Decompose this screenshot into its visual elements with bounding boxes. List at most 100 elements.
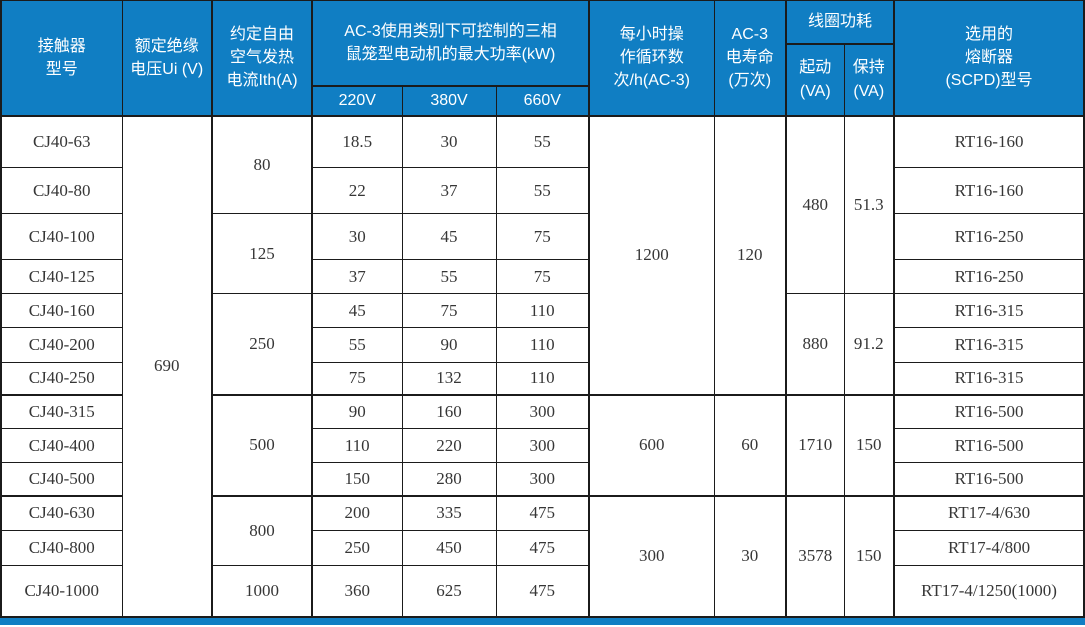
cell-power-380: 75 <box>401 293 497 328</box>
cell-power-220: 18.5 <box>311 115 403 168</box>
cell-fuse: RT16-160 <box>893 115 1085 168</box>
table-row: CJ40-400 110 220 300 RT16-500 <box>0 428 1085 463</box>
cell-fuse: RT16-315 <box>893 293 1085 328</box>
cell-model: CJ40-315 <box>0 394 123 429</box>
header-fuse: 选用的 熔断器 (SCPD)型号 <box>893 0 1085 117</box>
cell-model: CJ40-80 <box>0 167 123 214</box>
cell-power-660: 55 <box>495 167 590 214</box>
cell-power-220: 250 <box>311 530 403 566</box>
cell-power-660: 300 <box>495 394 590 429</box>
cell-fuse: RT16-500 <box>893 462 1085 497</box>
header-insulation-voltage: 额定绝缘 电压Ui (V) <box>121 0 213 117</box>
cell-fuse: RT16-315 <box>893 327 1085 363</box>
cell-model: CJ40-125 <box>0 259 123 294</box>
header-model: 接触器 型号 <box>0 0 123 117</box>
cell-power-220: 150 <box>311 462 403 497</box>
cell-thermal-current: 80 <box>211 115 313 214</box>
cell-power-380: 55 <box>401 259 497 294</box>
cell-fuse: RT17-4/800 <box>893 530 1085 566</box>
cell-model: CJ40-500 <box>0 462 123 497</box>
cell-power-660: 300 <box>495 462 590 497</box>
cell-power-220: 45 <box>311 293 403 328</box>
cell-coil-hold: 150 <box>843 495 895 617</box>
header-coil-group: 线圈功耗 <box>785 0 895 45</box>
cell-power-660: 110 <box>495 293 590 328</box>
cell-power-380: 160 <box>401 394 497 429</box>
cell-power-380: 220 <box>401 428 497 463</box>
cell-coil-start: 3578 <box>785 495 845 617</box>
cell-electrical-life: 120 <box>713 115 787 396</box>
header-380v: 380V <box>401 85 497 117</box>
cell-model: CJ40-200 <box>0 327 123 363</box>
cell-fuse: RT16-500 <box>893 394 1085 429</box>
cell-power-380: 90 <box>401 327 497 363</box>
table-row: CJ40-1000 1000 360 625 475 RT17-4/1250(1… <box>0 565 1085 617</box>
cell-power-220: 55 <box>311 327 403 363</box>
table-row: CJ40-80 22 37 55 RT16-160 <box>0 167 1085 214</box>
table-row: CJ40-630 800 200 335 475 300 30 3578 150… <box>0 495 1085 617</box>
cell-power-380: 45 <box>401 213 497 260</box>
cell-power-380: 280 <box>401 462 497 497</box>
cell-fuse: RT16-250 <box>893 213 1085 260</box>
cell-power-220: 75 <box>311 362 403 396</box>
cell-insulation-voltage: 690 <box>121 115 213 617</box>
table-body: CJ40-63 690 80 18.5 30 55 1200 120 480 5… <box>0 115 1085 617</box>
cell-power-660: 475 <box>495 565 590 617</box>
cell-model: CJ40-630 <box>0 495 123 531</box>
bottom-blue-strip <box>0 617 1085 625</box>
cell-power-220: 22 <box>311 167 403 214</box>
table-header: 接触器 型号 额定绝缘 电压Ui (V) 约定自由 空气发热 电流Ith(A) … <box>0 0 1085 117</box>
cell-model: CJ40-160 <box>0 293 123 328</box>
cell-power-660: 75 <box>495 213 590 260</box>
cell-coil-hold: 150 <box>843 394 895 497</box>
cell-power-660: 110 <box>495 362 590 396</box>
cell-fuse: RT17-4/630 <box>893 495 1085 531</box>
cell-coil-start: 1710 <box>785 394 845 497</box>
cell-power-220: 30 <box>311 213 403 260</box>
cell-power-380: 132 <box>401 362 497 396</box>
cell-model: CJ40-100 <box>0 213 123 260</box>
cell-electrical-life: 30 <box>713 495 787 617</box>
header-660v: 660V <box>495 85 590 117</box>
header-power-group: AC-3使用类别下可控制的三相 鼠笼型电动机的最大功率(kW) <box>310 0 590 87</box>
cell-fuse: RT16-250 <box>893 259 1085 294</box>
cell-thermal-current: 250 <box>211 293 313 396</box>
cell-thermal-current: 500 <box>211 394 313 497</box>
header-220v: 220V <box>311 85 403 117</box>
table-row: CJ40-160 250 45 75 110 880 91.2 RT16-315 <box>0 293 1085 396</box>
cell-power-660: 55 <box>495 115 590 168</box>
table-row: CJ40-63 690 80 18.5 30 55 1200 120 480 5… <box>0 115 1085 617</box>
table-row: CJ40-125 37 55 75 RT16-250 <box>0 259 1085 294</box>
cell-thermal-current: 800 <box>211 495 313 566</box>
cell-model: CJ40-400 <box>0 428 123 463</box>
cell-model: CJ40-800 <box>0 530 123 566</box>
cell-coil-start: 480 <box>785 115 845 294</box>
cell-power-660: 300 <box>495 428 590 463</box>
cell-model: CJ40-63 <box>0 115 123 168</box>
header-coil-start: 起动 (VA) <box>785 43 845 117</box>
header-electrical-life: AC-3 电寿命 (万次) <box>713 0 787 117</box>
table-row: CJ40-100 125 30 45 75 RT16-250 <box>0 213 1085 294</box>
table-row: CJ40-500 150 280 300 RT16-500 <box>0 462 1085 497</box>
cell-power-380: 335 <box>401 495 497 531</box>
cell-coil-start: 880 <box>785 293 845 396</box>
header-coil-hold: 保持 (VA) <box>843 43 895 117</box>
cell-cycles: 1200 <box>588 115 715 396</box>
table-row: CJ40-200 55 90 110 RT16-315 <box>0 327 1085 363</box>
cell-power-220: 90 <box>311 394 403 429</box>
cell-cycles: 600 <box>588 394 715 497</box>
cell-power-380: 37 <box>401 167 497 214</box>
cell-power-660: 475 <box>495 530 590 566</box>
cell-fuse: RT16-500 <box>893 428 1085 463</box>
cell-model: CJ40-250 <box>0 362 123 396</box>
cell-thermal-current: 125 <box>211 213 313 294</box>
table-row: CJ40-315 500 90 160 300 600 60 1710 150 … <box>0 394 1085 497</box>
header-thermal-current: 约定自由 空气发热 电流Ith(A) <box>211 0 313 117</box>
cell-power-660: 475 <box>495 495 590 531</box>
header-cycles: 每小时操 作循环数 次/h(AC-3) <box>588 0 715 117</box>
cell-thermal-current: 1000 <box>211 565 313 617</box>
cell-power-220: 110 <box>311 428 403 463</box>
cell-fuse: RT16-315 <box>893 362 1085 396</box>
